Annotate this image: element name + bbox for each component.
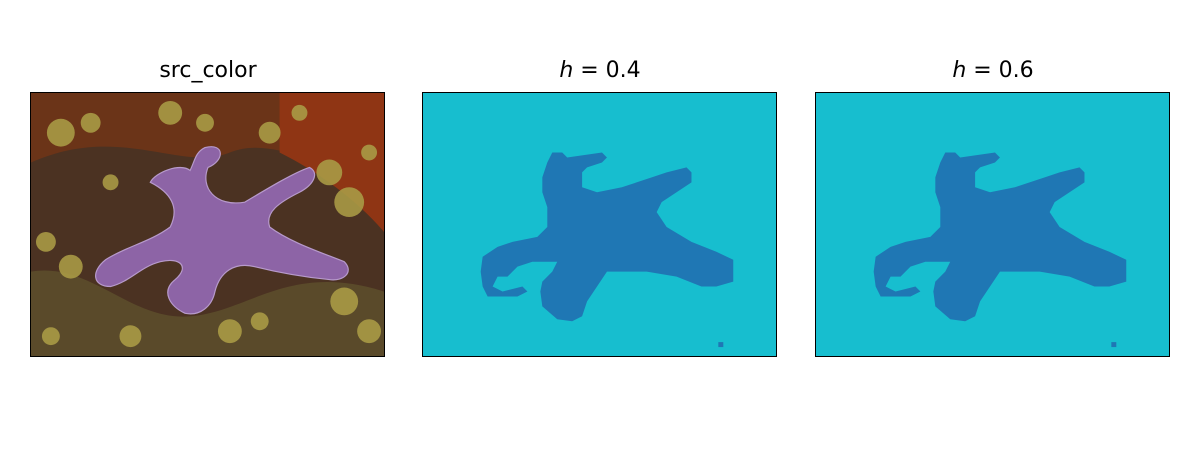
starfish-photo bbox=[31, 93, 384, 356]
panel-title-h-0-6: h = 0.6 bbox=[952, 58, 1034, 83]
panel-title-src-color: src_color bbox=[159, 58, 257, 83]
noise-pixel bbox=[718, 342, 724, 348]
segmentation-h-0-4 bbox=[422, 92, 777, 357]
segmentation-h-0-6 bbox=[815, 92, 1170, 357]
source-image bbox=[30, 92, 385, 357]
panel-title-h-0-4: h = 0.4 bbox=[559, 58, 641, 83]
noise-pixel bbox=[1111, 342, 1117, 348]
object-region bbox=[480, 152, 734, 322]
object-region bbox=[873, 152, 1127, 322]
